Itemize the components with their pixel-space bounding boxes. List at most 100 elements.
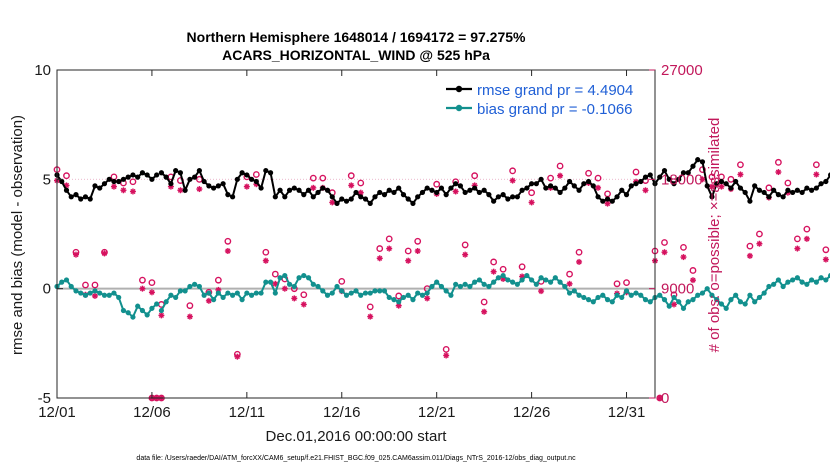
rmse-point	[267, 170, 274, 176]
rmse-point	[372, 194, 378, 200]
rmse-point	[263, 167, 269, 174]
bias-point	[481, 281, 487, 287]
rmse-point	[192, 174, 198, 180]
rmse-point	[168, 181, 174, 187]
bias-point	[220, 294, 226, 301]
obs-assimilated-point	[680, 254, 687, 261]
obs-possible-point	[699, 166, 706, 174]
rmse-point	[87, 196, 93, 202]
rmse-point	[362, 196, 369, 202]
y-axis-left-label: rmse and bias (model - observation)	[9, 115, 26, 355]
obs-possible-point	[575, 248, 583, 256]
bias-point	[671, 294, 677, 301]
rmse-point	[391, 189, 397, 196]
rmse-point	[552, 185, 558, 191]
legend-rmse-label: rmse grand pr = 4.4904	[477, 82, 633, 99]
rmse-point	[182, 187, 188, 193]
obs-assimilated-point	[746, 252, 753, 259]
obs-possible-point	[746, 242, 754, 250]
rmse-point	[135, 174, 141, 180]
bias-point	[78, 290, 84, 296]
bias-point	[168, 292, 174, 298]
rmse-point	[286, 187, 293, 193]
rmse-point	[747, 198, 753, 204]
bias-point	[63, 277, 70, 283]
rmse-point	[785, 187, 791, 193]
obs-assimilated-point	[424, 295, 431, 302]
rmse-point	[244, 172, 250, 178]
obs-possible-point	[129, 178, 137, 186]
rmse-point	[524, 185, 530, 191]
bias-point	[785, 279, 791, 285]
rmse-point	[756, 187, 763, 193]
bias-point	[82, 292, 89, 298]
obs-possible-point	[366, 303, 374, 311]
bias-point	[116, 294, 122, 301]
bias-point	[348, 290, 354, 296]
x-tick-label: 12/11	[229, 404, 265, 421]
rmse-point	[310, 194, 316, 200]
bias-point	[733, 292, 739, 298]
obs-assimilated-point	[756, 240, 763, 247]
obs-possible-point	[480, 298, 488, 306]
bias-point	[353, 288, 359, 294]
rmse-point	[400, 192, 407, 198]
bias-point	[704, 286, 710, 292]
obs-possible-point	[338, 277, 346, 285]
bias-point	[343, 292, 350, 298]
bias-point	[92, 288, 98, 294]
bias-point	[68, 283, 74, 290]
rmse-point	[576, 187, 582, 193]
bias-point	[505, 277, 511, 283]
bias-point	[424, 290, 430, 296]
obs-possible-point	[252, 171, 260, 178]
x-tick-label: 12/31	[608, 404, 646, 421]
obs-possible-point	[319, 174, 327, 182]
rmse-point	[158, 170, 165, 176]
bias-point	[130, 314, 136, 320]
bias-point	[614, 292, 620, 298]
bias-point	[111, 290, 117, 296]
rmse-point	[566, 178, 573, 185]
bias-point	[396, 299, 402, 305]
rmse-point	[187, 176, 193, 182]
obs-assimilated-point	[129, 188, 136, 195]
bias-point	[206, 290, 212, 296]
bias-point	[334, 283, 340, 290]
bias-point	[182, 288, 188, 294]
obs-assimilated-point	[367, 313, 374, 320]
obs-assimilated-point	[794, 245, 801, 252]
bias-point	[557, 279, 563, 285]
rmse-point	[272, 194, 278, 200]
rmse-point	[628, 183, 634, 189]
rmse-point	[737, 185, 744, 191]
rmse-point	[590, 183, 596, 189]
rmse-point	[215, 183, 221, 189]
obs-possible-point	[793, 235, 801, 243]
rmse-point	[443, 192, 449, 198]
obs-possible-point	[442, 346, 450, 353]
rmse-point	[125, 174, 131, 180]
bias-point	[510, 279, 516, 285]
rmse-point	[680, 170, 687, 176]
rmse-point	[495, 194, 501, 200]
rmse-point	[73, 192, 79, 198]
bias-point	[680, 305, 687, 311]
bias-point	[272, 290, 278, 296]
bias-point	[761, 290, 767, 296]
rmse-point	[685, 170, 691, 176]
rmse-point	[277, 187, 283, 193]
rmse-point	[424, 185, 430, 191]
rmse-point	[638, 178, 644, 185]
bias-point	[101, 292, 108, 298]
obs-possible-point	[82, 281, 89, 289]
obs-possible-point	[727, 175, 735, 183]
bias-point	[405, 292, 411, 298]
rmse-point	[533, 181, 539, 187]
obs-possible-point	[812, 161, 820, 169]
obs-possible-point	[461, 241, 469, 249]
bias-point	[187, 283, 193, 290]
obs-assimilated-point	[538, 288, 545, 295]
obs-assimilated-point	[528, 199, 535, 206]
bias-point	[234, 290, 240, 296]
